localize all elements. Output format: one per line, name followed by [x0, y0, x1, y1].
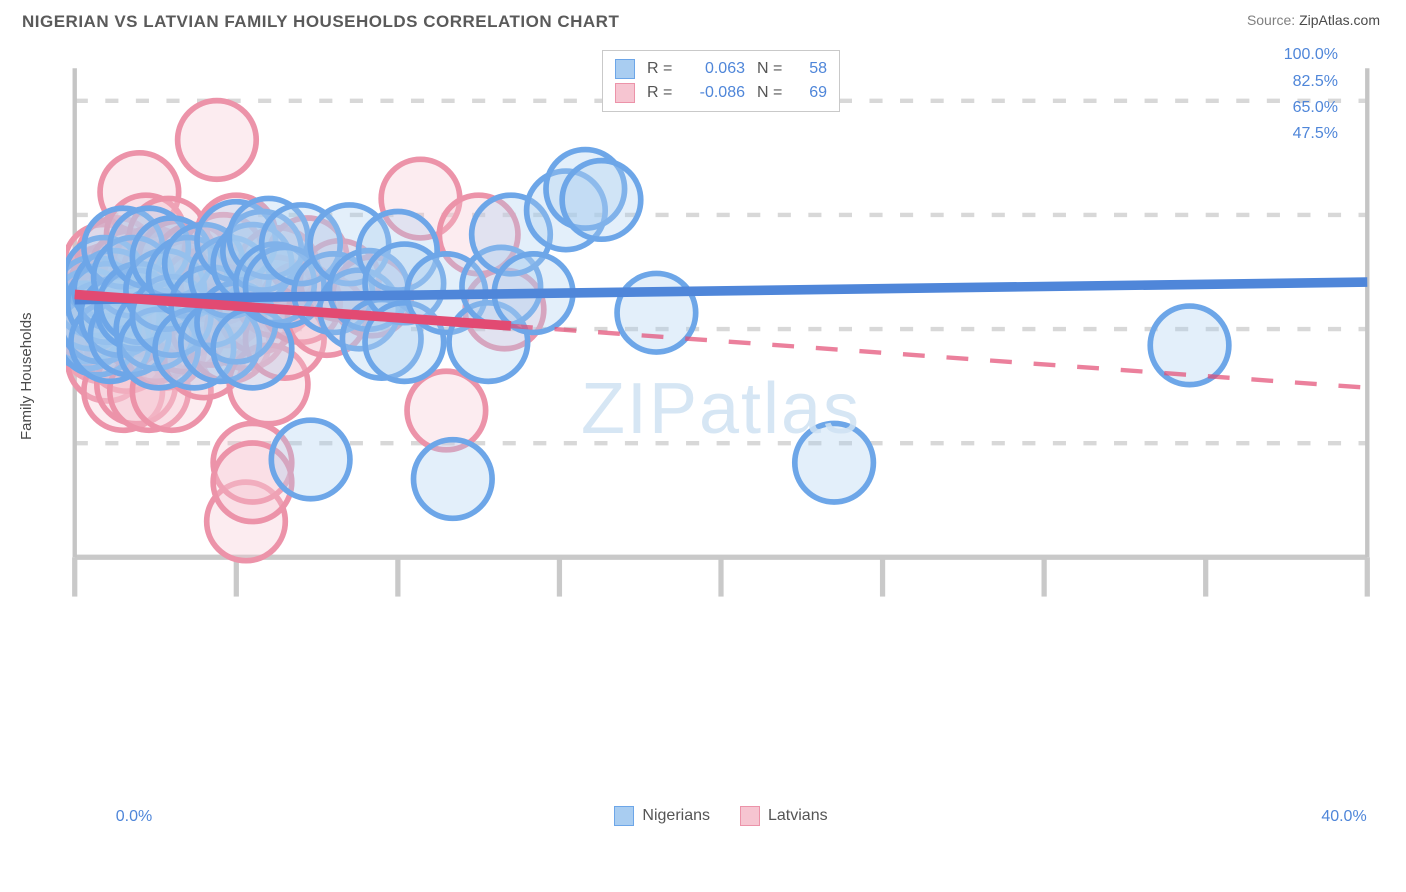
- legend-r-value-1: -0.086: [689, 81, 745, 105]
- legend-swatch-1-bottom: [740, 806, 760, 826]
- legend-n-value-0: 58: [799, 57, 827, 81]
- series-legend: Nigerians Latvians: [66, 806, 1376, 826]
- legend-label-1: Latvians: [768, 807, 828, 825]
- legend-row-series-1: R = -0.086 N = 69: [615, 81, 827, 105]
- legend-item-0: Nigerians: [614, 806, 710, 826]
- source-prefix: Source:: [1247, 12, 1299, 28]
- chart-title: NIGERIAN VS LATVIAN FAMILY HOUSEHOLDS CO…: [22, 12, 619, 32]
- scatter-plot: [66, 42, 1376, 697]
- correlation-legend: R = 0.063 N = 58 R = -0.086 N = 69: [602, 50, 840, 112]
- y-axis-label: Family Households: [18, 312, 35, 440]
- legend-swatch-1: [615, 83, 635, 103]
- legend-n-value-1: 69: [799, 81, 827, 105]
- legend-item-1: Latvians: [740, 806, 828, 826]
- x-axis-max-label: 40.0%: [1321, 808, 1366, 826]
- legend-swatch-0-bottom: [614, 806, 634, 826]
- y-tick-label: 47.5%: [1293, 125, 1338, 143]
- chart-header: NIGERIAN VS LATVIAN FAMILY HOUSEHOLDS CO…: [0, 0, 1406, 40]
- legend-n-label: N =: [757, 81, 787, 105]
- y-tick-label: 65.0%: [1293, 99, 1338, 117]
- source-name: ZipAtlas.com: [1299, 12, 1380, 28]
- x-axis-min-label: 0.0%: [116, 808, 152, 826]
- legend-label-0: Nigerians: [642, 807, 710, 825]
- legend-n-label: N =: [757, 57, 787, 81]
- legend-row-series-0: R = 0.063 N = 58: [615, 57, 827, 81]
- legend-r-value-0: 0.063: [689, 57, 745, 81]
- y-tick-label: 100.0%: [1284, 46, 1338, 64]
- legend-r-label: R =: [647, 57, 677, 81]
- legend-r-label: R =: [647, 81, 677, 105]
- chart-source: Source: ZipAtlas.com: [1247, 12, 1380, 32]
- y-tick-label: 82.5%: [1293, 73, 1338, 91]
- chart-area: R = 0.063 N = 58 R = -0.086 N = 69 ZIPat…: [66, 42, 1376, 822]
- legend-swatch-0: [615, 59, 635, 79]
